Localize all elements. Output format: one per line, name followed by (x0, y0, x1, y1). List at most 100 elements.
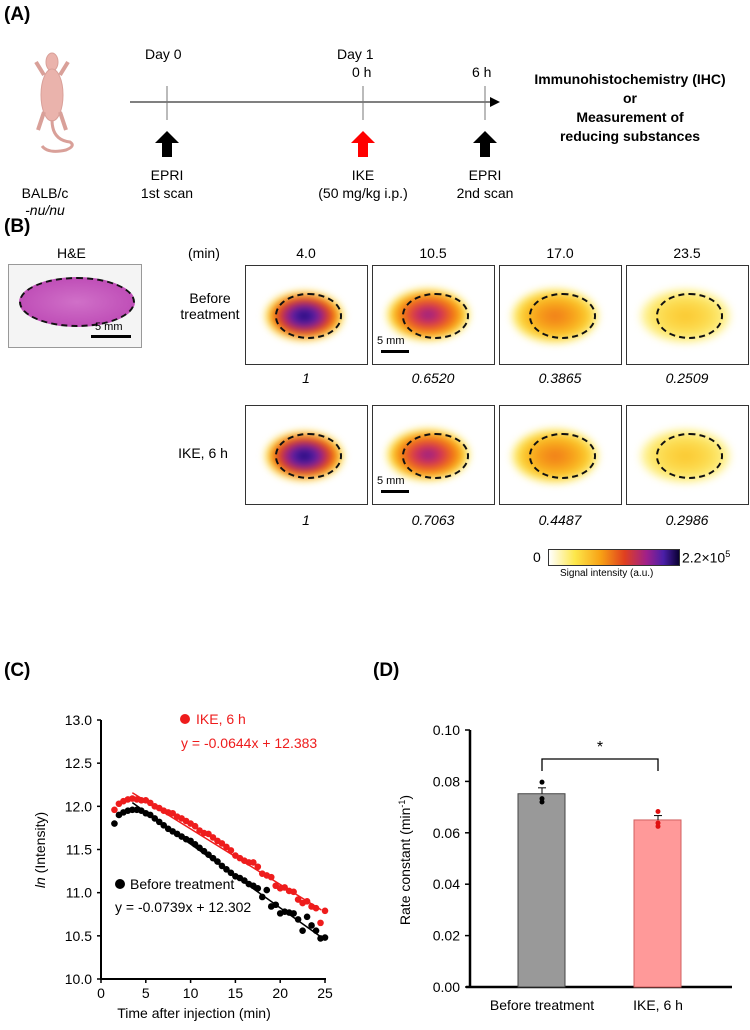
data-point (151, 815, 159, 822)
bar (633, 819, 682, 988)
event-1-title: EPRI (150, 167, 184, 183)
event-2-sub: (50 mg/kg i.p.) (318, 185, 408, 201)
time-label: 4.0 (296, 245, 316, 261)
day1-label: Day 1 (337, 46, 374, 62)
data-point (205, 851, 212, 858)
time-label: 10.5 (419, 245, 447, 261)
arrow-up-icon-red (351, 131, 375, 157)
category-label: IKE, 6 h (633, 997, 683, 1013)
t0-label: 0 h (352, 64, 372, 80)
x-tick-label: 25 (317, 985, 333, 1001)
y-tick-label: 11.5 (66, 842, 92, 858)
data-point (539, 799, 545, 805)
y-tick-label: 0.04 (433, 876, 460, 892)
legend-marker (115, 879, 125, 889)
he-tissue (19, 277, 135, 327)
scale-bar-label: 5 mm (95, 321, 123, 333)
epr-map (245, 405, 368, 505)
timeline (130, 86, 500, 120)
legend-label: Before treatment (130, 876, 234, 892)
x-tick-label: 0 (97, 985, 105, 1001)
colorbar-max-value: 2.2×10 (682, 549, 726, 566)
equation-label: y = -0.0739x + 12.302 (115, 899, 251, 915)
data-point (290, 910, 297, 917)
y-tick-label: 11.0 (66, 885, 92, 901)
panel-d-label: (D) (373, 660, 400, 681)
event-2-title: IKE (351, 167, 375, 183)
x-tick-label: 5 (142, 985, 150, 1001)
colorbar (548, 549, 680, 566)
y-tick-label: 0.08 (433, 773, 460, 789)
scale-bar-label: 5 mm (377, 335, 405, 347)
data-point (281, 884, 288, 891)
data-point (655, 823, 661, 829)
data-point (303, 913, 311, 921)
y-tick-label: 10.5 (65, 928, 92, 944)
significance-bracket (541, 758, 659, 771)
row-label-ike: IKE, 6 h (178, 445, 228, 461)
mouse-icon (34, 52, 74, 153)
relative-value: 0.2509 (665, 370, 709, 386)
strain-label: BALB/c (21, 185, 69, 201)
epr-map: 5 mm (372, 265, 495, 365)
relative-value: 0.4487 (538, 512, 582, 528)
data-point (146, 799, 154, 807)
y-tick-label: 13.0 (65, 712, 92, 728)
data-point (209, 854, 217, 862)
relative-value: 1 (302, 370, 310, 386)
data-point (191, 841, 199, 848)
data-point (312, 927, 320, 934)
y-tick-label: 0.06 (433, 825, 460, 841)
data-point (209, 834, 217, 841)
epr-map (626, 405, 749, 505)
legend-marker (180, 714, 190, 724)
time-label: 23.5 (673, 245, 701, 261)
data-point (263, 886, 271, 894)
data-point (196, 844, 203, 852)
y-axis-label: ln (Intensity) (32, 812, 48, 888)
data-point (258, 893, 266, 901)
data-point (191, 822, 199, 830)
arrow-up-icon (473, 131, 497, 157)
min-label: (min) (188, 245, 220, 261)
data-point (241, 877, 248, 884)
data-point (267, 873, 275, 881)
relative-value: 0.7063 (411, 512, 455, 528)
row-label-line: Before (189, 290, 231, 306)
data-point (200, 847, 208, 855)
outcome-text: Immunohistochemistry (IHC) or Measuremen… (510, 70, 750, 146)
data-point (227, 847, 235, 854)
relative-value: 0.2986 (665, 512, 709, 528)
bar-chart: 0.00 0.02 0.04 0.06 0.08 0.10 Rate constant (m… (397, 722, 732, 1013)
data-point (223, 843, 230, 851)
relative-value: 0.3865 (538, 370, 582, 386)
panel-b-label: (B) (4, 216, 31, 237)
data-point (294, 896, 302, 903)
event-3-title: EPRI (468, 167, 502, 183)
data-point (254, 885, 262, 892)
outcome-line: Measurement of (576, 109, 684, 125)
y-tick-label: 12.0 (65, 798, 92, 814)
data-point (308, 922, 315, 929)
y-tick-label: 0.10 (433, 722, 460, 738)
event-3-sub: 2nd scan (456, 185, 514, 201)
outcome-line: reducing substances (559, 128, 701, 144)
x-axis-label: Time after injection (min) (117, 1005, 271, 1021)
colorbar-min: 0 (533, 549, 541, 565)
epr-map (499, 405, 622, 505)
outcome-line: Immunohistochemistry (IHC) (534, 71, 726, 87)
data-point (539, 779, 545, 785)
colorbar-label: Signal intensity (a.u.) (560, 568, 654, 579)
y-axis-label: Rate constant (min-1) (397, 795, 413, 925)
time-label: 17.0 (546, 245, 574, 261)
event-1-sub: 1st scan (140, 185, 194, 201)
data-point (111, 820, 118, 827)
day0-label: Day 0 (145, 46, 182, 62)
data-point (299, 927, 306, 934)
x-tick-label: 20 (272, 985, 288, 1001)
data-point (303, 898, 311, 905)
scatter-chart: 10.0 10.5 11.0 11.5 12.0 12.5 13.0 0 5 10 15 20 25 Ti… (32, 711, 333, 1021)
data-point (655, 808, 661, 814)
epr-map (626, 265, 749, 365)
